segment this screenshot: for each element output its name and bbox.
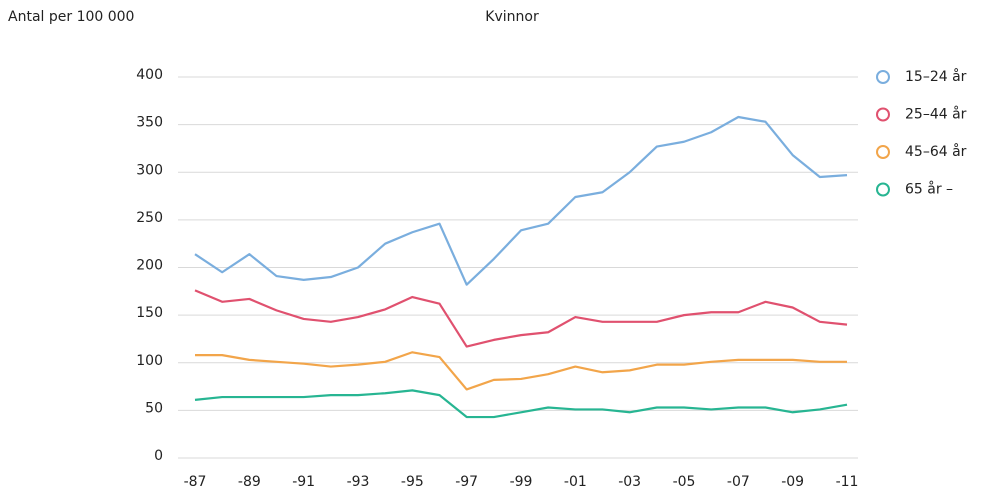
legend-label: 45–64 år	[905, 143, 967, 160]
legend-label: 25–44 år	[905, 106, 967, 123]
legend-marker	[876, 145, 890, 159]
series-line	[194, 115, 848, 286]
x-tick-label: -87	[184, 474, 207, 490]
legend-marker	[876, 70, 890, 84]
x-tick-label: -93	[347, 474, 370, 490]
legend-marker	[876, 182, 890, 197]
y-tick-label: 250	[136, 210, 163, 226]
x-tick-label: -03	[618, 474, 641, 490]
chart-title: Kvinnor	[485, 9, 539, 25]
x-tick-label: -91	[292, 474, 315, 490]
y-tick-label: 100	[136, 353, 163, 369]
legend-label: 15–24 år	[905, 68, 967, 85]
y-tick-label: 300	[136, 162, 163, 178]
x-tick-label: -11	[836, 474, 859, 490]
x-tick-label: -89	[238, 474, 261, 490]
legend-marker	[876, 107, 890, 122]
y-tick-label: 200	[136, 258, 163, 274]
x-tick-label: -07	[727, 474, 750, 490]
y-tick-label: 350	[136, 115, 163, 131]
y-tick-label: 0	[154, 448, 163, 464]
series-line	[194, 389, 848, 419]
y-tick-label: 150	[136, 305, 163, 321]
x-tick-label: -01	[564, 474, 587, 490]
series-line	[194, 289, 848, 348]
x-tick-label: -09	[781, 474, 804, 490]
x-tick-label: -95	[401, 474, 424, 490]
legend-label: 65 år –	[905, 181, 953, 198]
x-tick-label: -97	[455, 474, 478, 490]
y-tick-label: 400	[136, 67, 163, 83]
y-axis-label: Antal per 100 000	[8, 9, 134, 25]
y-tick-label: 50	[145, 400, 163, 416]
x-tick-label: -05	[673, 474, 696, 490]
x-tick-label: -99	[510, 474, 533, 490]
series-line	[195, 351, 847, 391]
